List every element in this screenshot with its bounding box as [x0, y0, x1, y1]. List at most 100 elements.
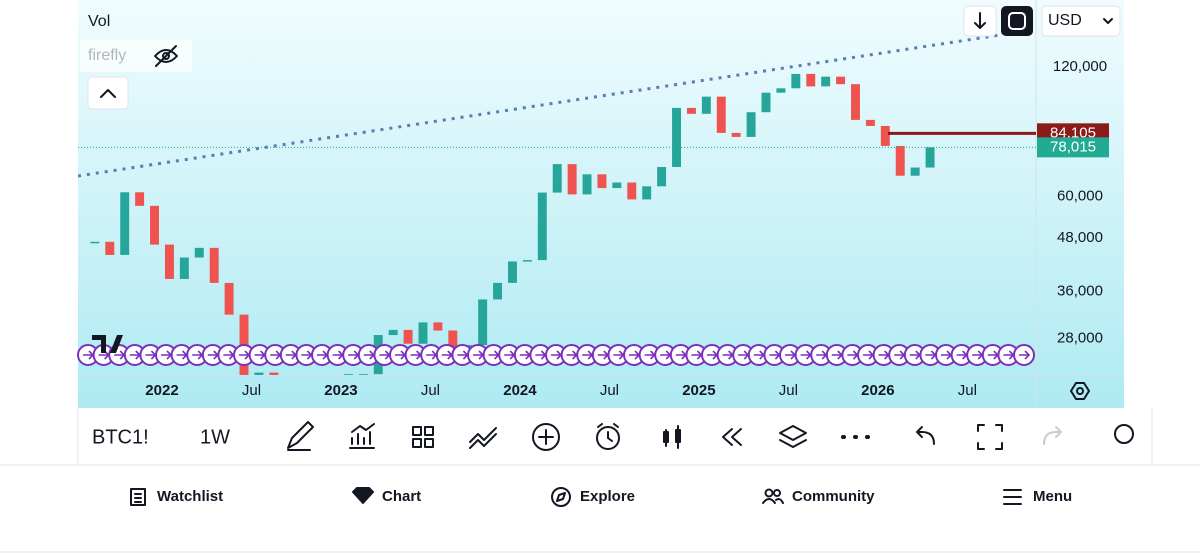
candle — [164, 244, 174, 279]
tv-logo[interactable] — [92, 335, 123, 353]
candle — [105, 241, 115, 255]
event-markers — [77, 344, 1035, 366]
candle — [537, 192, 547, 261]
candle — [612, 182, 622, 189]
candle — [582, 174, 592, 195]
candle — [552, 164, 562, 193]
idea-icon[interactable] — [1114, 424, 1134, 444]
add-icon[interactable] — [532, 423, 560, 451]
candle — [388, 329, 398, 336]
layers-icon[interactable] — [779, 425, 807, 448]
candle — [567, 164, 577, 195]
indicators-icon[interactable] — [349, 423, 375, 449]
candle — [522, 260, 532, 262]
y-tick-label: 36,000 — [1057, 282, 1103, 299]
x-tick-label: 2024 — [503, 382, 537, 399]
candle — [358, 374, 368, 375]
redo-icon[interactable] — [1043, 426, 1062, 445]
x-tick-label: Jul — [421, 382, 440, 399]
toolbar — [78, 408, 1124, 465]
x-tick-label: Jul — [242, 382, 261, 399]
currency-select[interactable] — [1041, 5, 1121, 37]
candle — [478, 299, 488, 346]
undo-icon[interactable] — [916, 426, 935, 445]
candles-icon[interactable] — [663, 425, 681, 449]
community-icon — [764, 488, 774, 498]
price-label-box — [1037, 137, 1109, 158]
candle — [776, 88, 786, 93]
candle — [209, 247, 219, 283]
candle — [701, 96, 711, 114]
settings-icon[interactable] — [1070, 382, 1090, 400]
nav-item[interactable]: Watchlist — [157, 488, 223, 505]
menu-icon — [1003, 489, 1022, 505]
candle — [269, 372, 279, 375]
draw-icon[interactable] — [287, 421, 314, 451]
candle — [224, 282, 234, 315]
hide-icon[interactable] — [154, 45, 178, 67]
x-tick-label: 2026 — [861, 382, 894, 399]
nav-item[interactable]: Community — [792, 488, 875, 505]
candle — [493, 282, 503, 300]
candle — [507, 261, 517, 283]
candle — [791, 73, 801, 89]
fit-icon — [1008, 12, 1026, 30]
watchlist-icon — [130, 488, 146, 506]
currency: USD — [1048, 12, 1082, 29]
candle — [880, 125, 890, 146]
nav-icons — [130, 487, 1022, 507]
candle — [686, 107, 696, 114]
candle — [150, 205, 160, 245]
collapse-button[interactable] — [87, 76, 129, 110]
layout-icon[interactable] — [412, 426, 434, 448]
candle — [657, 167, 667, 187]
y-tick-label: 28,000 — [1057, 329, 1103, 346]
trend-line[interactable] — [78, 33, 1001, 178]
compare-icon[interactable] — [469, 427, 497, 449]
candle — [716, 96, 726, 133]
candle — [433, 322, 443, 331]
nav-item[interactable]: Explore — [580, 488, 635, 505]
candle — [851, 84, 860, 120]
x-tick-label: Jul — [600, 382, 619, 399]
indicator-label[interactable]: Vol — [88, 13, 110, 30]
candle — [418, 322, 428, 344]
symbol[interactable]: BTC1! — [92, 426, 149, 448]
nav-item[interactable]: Menu — [1033, 488, 1072, 505]
replay-icon[interactable] — [722, 428, 742, 446]
y-tick-label: 60,000 — [1057, 187, 1103, 204]
candle — [910, 167, 920, 176]
x-tick-label: Jul — [958, 382, 977, 399]
candle — [761, 92, 771, 113]
source-box — [80, 40, 192, 72]
interval[interactable]: 1W — [200, 426, 230, 448]
alert-icon[interactable] — [596, 426, 620, 450]
explore-icon — [551, 487, 571, 507]
candle — [746, 112, 756, 137]
dropdown-caret — [1103, 18, 1113, 24]
toolbar-icons — [287, 421, 1134, 451]
candle — [194, 247, 204, 258]
price-label: 84,105 — [1050, 124, 1096, 141]
candle — [627, 182, 637, 200]
source-label[interactable]: firefly — [88, 47, 126, 64]
candle — [925, 147, 935, 168]
event-arrow — [1019, 350, 1031, 360]
candle — [254, 372, 264, 375]
candle — [806, 73, 816, 87]
candle — [672, 107, 681, 168]
price-label: 78,015 — [1050, 138, 1096, 155]
x-tick-label: Jul — [779, 382, 798, 399]
nav-item[interactable]: Chart — [382, 488, 421, 505]
candle — [642, 186, 652, 200]
candle — [448, 330, 458, 353]
candle — [895, 145, 905, 176]
x-tick-label: 2025 — [682, 382, 715, 399]
candle — [135, 192, 145, 206]
fit-button[interactable] — [1001, 6, 1033, 36]
arrow-down — [974, 12, 986, 29]
fullscreen-icon[interactable] — [977, 424, 1003, 450]
x-tick-label: 2022 — [145, 382, 178, 399]
candle — [836, 76, 846, 85]
